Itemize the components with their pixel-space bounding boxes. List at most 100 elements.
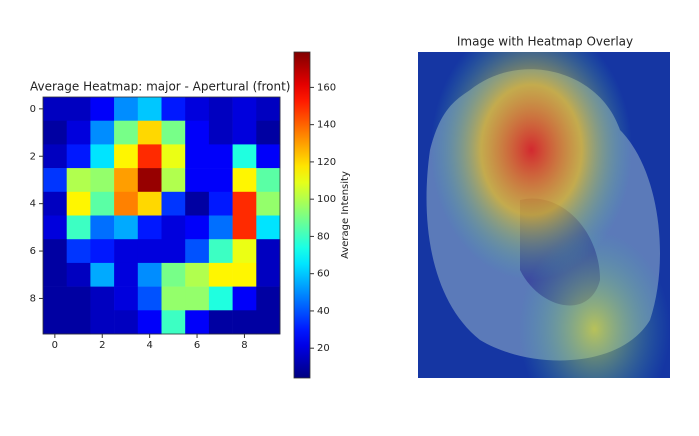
heat-cell bbox=[90, 168, 115, 193]
heat-cell bbox=[256, 310, 281, 335]
heat-cell bbox=[137, 191, 162, 216]
colorbar-label: Average Intensity bbox=[340, 171, 351, 259]
heat-cell bbox=[137, 310, 162, 335]
x-tick-label: 4 bbox=[146, 340, 152, 351]
heat-cell bbox=[66, 120, 91, 145]
heat-cell bbox=[232, 286, 257, 311]
heat-cell bbox=[185, 215, 210, 240]
heat-cell bbox=[137, 215, 162, 240]
heatmap bbox=[43, 97, 281, 335]
heat-cell bbox=[161, 191, 186, 216]
heat-cell bbox=[232, 168, 257, 193]
heat-cell bbox=[256, 262, 281, 287]
heat-cell bbox=[185, 120, 210, 145]
x-tick-label: 6 bbox=[194, 340, 200, 351]
heat-cell bbox=[66, 191, 91, 216]
heat-cell bbox=[161, 168, 186, 193]
heat-cell bbox=[43, 310, 67, 335]
heat-cell bbox=[232, 215, 257, 240]
x-tick-label: 2 bbox=[99, 340, 105, 351]
colorbar-tick-label: 80 bbox=[317, 231, 330, 242]
heat-cell bbox=[90, 262, 115, 287]
heat-cell bbox=[256, 120, 281, 145]
heat-cell bbox=[43, 168, 67, 193]
y-tick-label: 2 bbox=[30, 151, 36, 162]
colorbar-tick-label: 120 bbox=[317, 157, 336, 168]
colorbar-tick-label: 60 bbox=[317, 269, 330, 280]
heat-cell bbox=[208, 144, 233, 169]
heat-cell bbox=[137, 120, 162, 145]
colorbar-tick-label: 160 bbox=[317, 82, 336, 93]
heat-cell bbox=[114, 215, 139, 240]
heat-cell bbox=[161, 215, 186, 240]
heat-cell bbox=[161, 239, 186, 264]
heat-cell bbox=[66, 215, 91, 240]
heat-cell bbox=[232, 97, 257, 121]
heat-cell bbox=[43, 97, 67, 121]
heat-cell bbox=[114, 239, 139, 264]
heat-cell bbox=[185, 286, 210, 311]
overlay-title: Image with Heatmap Overlay bbox=[457, 35, 633, 49]
heat-cell bbox=[90, 310, 115, 335]
colorbar bbox=[293, 51, 311, 379]
heat-cell bbox=[137, 97, 162, 121]
heat-cell bbox=[161, 120, 186, 145]
heat-cell bbox=[90, 120, 115, 145]
heat-cell bbox=[43, 191, 67, 216]
heat-cell bbox=[43, 286, 67, 311]
heat-cell bbox=[232, 239, 257, 264]
heat-cell bbox=[137, 144, 162, 169]
heat-cell bbox=[232, 262, 257, 287]
heat-cell bbox=[90, 286, 115, 311]
heat-cell bbox=[114, 262, 139, 287]
heat-cell bbox=[137, 286, 162, 311]
heat-cell bbox=[208, 97, 233, 121]
heat-cell bbox=[161, 310, 186, 335]
heat-cell bbox=[90, 191, 115, 216]
heat-cell bbox=[232, 144, 257, 169]
heat-cell bbox=[66, 262, 91, 287]
heat-cell bbox=[185, 144, 210, 169]
heat-cell bbox=[66, 97, 91, 121]
heat-cell bbox=[114, 97, 139, 121]
heat-cell bbox=[114, 144, 139, 169]
heat-cell bbox=[256, 286, 281, 311]
heat-cell bbox=[43, 215, 67, 240]
heat-cell bbox=[208, 262, 233, 287]
heat-cell bbox=[185, 262, 210, 287]
heat-cell bbox=[114, 120, 139, 145]
heat-cell bbox=[208, 168, 233, 193]
heat-cell bbox=[90, 144, 115, 169]
heat-cell bbox=[137, 239, 162, 264]
heat-cell bbox=[232, 310, 257, 335]
heat-cell bbox=[161, 262, 186, 287]
heat-cell bbox=[114, 310, 139, 335]
y-tick-label: 8 bbox=[30, 293, 36, 304]
heat-cell bbox=[232, 191, 257, 216]
heat-cell bbox=[43, 144, 67, 169]
y-tick-label: 4 bbox=[30, 199, 36, 210]
heat-cell bbox=[137, 168, 162, 193]
y-tick-label: 0 bbox=[30, 104, 36, 115]
colorbar-tick-label: 140 bbox=[317, 120, 336, 131]
heat-cell bbox=[161, 97, 186, 121]
colorbar-tick-label: 100 bbox=[317, 194, 336, 205]
heat-cell bbox=[43, 120, 67, 145]
heat-cell bbox=[90, 239, 115, 264]
heat-cell bbox=[66, 310, 91, 335]
y-tick-label: 6 bbox=[30, 246, 36, 257]
heat-cell bbox=[114, 286, 139, 311]
heat-cell bbox=[114, 168, 139, 193]
heat-cell bbox=[208, 239, 233, 264]
heat-cell bbox=[161, 286, 186, 311]
heat-cell bbox=[208, 191, 233, 216]
heat-cell bbox=[43, 239, 67, 264]
heat-cell bbox=[185, 191, 210, 216]
heat-cell bbox=[185, 239, 210, 264]
heat-cell bbox=[185, 310, 210, 335]
heat-cell bbox=[256, 239, 281, 264]
heat-cell bbox=[185, 97, 210, 121]
heat-cell bbox=[208, 215, 233, 240]
heat-cell bbox=[256, 144, 281, 169]
